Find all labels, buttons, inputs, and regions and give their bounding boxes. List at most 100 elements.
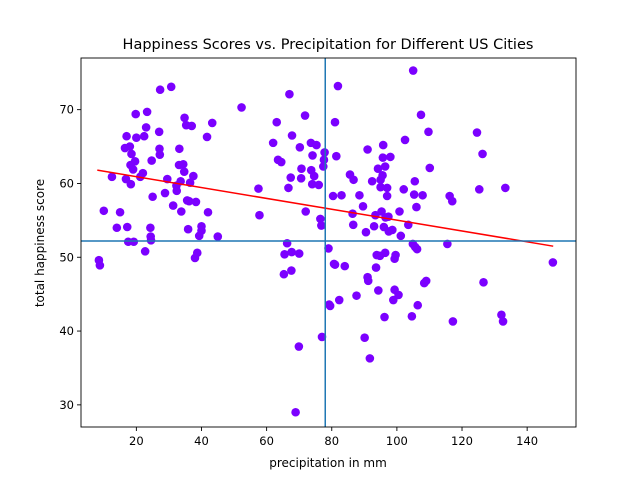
data-point xyxy=(472,128,482,137)
data-point xyxy=(316,214,325,224)
data-point xyxy=(367,176,377,186)
data-point xyxy=(287,266,296,275)
data-point xyxy=(330,117,340,127)
data-point xyxy=(388,225,397,235)
data-point xyxy=(376,182,385,192)
data-point xyxy=(287,131,297,140)
data-point xyxy=(213,232,223,241)
data-point xyxy=(309,171,319,181)
data-point xyxy=(399,185,409,194)
data-point xyxy=(284,183,293,193)
data-point xyxy=(285,89,294,99)
x-tick-label: 20 xyxy=(129,434,144,448)
data-point xyxy=(192,248,202,258)
data-point xyxy=(300,111,310,120)
data-point xyxy=(378,153,388,162)
data-point xyxy=(294,249,304,258)
data-point xyxy=(139,131,149,141)
data-point xyxy=(295,143,305,152)
data-point xyxy=(386,152,395,162)
data-point xyxy=(148,192,157,202)
data-point xyxy=(349,175,358,185)
data-point xyxy=(125,142,135,151)
data-point xyxy=(128,165,138,174)
x-tick-label: 80 xyxy=(324,434,339,448)
data-point xyxy=(337,190,346,200)
data-point xyxy=(187,121,197,131)
y-tick-label: 60 xyxy=(59,176,74,190)
data-point xyxy=(448,317,458,326)
data-point xyxy=(333,81,343,91)
data-point xyxy=(413,300,423,310)
data-point xyxy=(355,190,364,200)
y-tick-label: 40 xyxy=(59,324,74,338)
data-point xyxy=(286,173,296,182)
data-point xyxy=(138,168,148,178)
data-point xyxy=(400,135,410,145)
data-point xyxy=(280,250,289,259)
data-point xyxy=(334,295,344,305)
data-point xyxy=(178,159,188,169)
data-point xyxy=(325,301,335,311)
data-point xyxy=(122,222,132,232)
data-point xyxy=(407,312,417,321)
data-point xyxy=(147,156,156,165)
data-point xyxy=(447,196,457,206)
data-point xyxy=(141,123,151,132)
data-point xyxy=(142,107,152,117)
data-point xyxy=(378,140,388,150)
data-point xyxy=(107,172,117,182)
data-point xyxy=(498,317,508,326)
data-point xyxy=(180,113,189,123)
x-tick-label: 120 xyxy=(451,434,473,448)
data-point xyxy=(112,223,122,233)
x-tick-label: 140 xyxy=(516,434,538,448)
data-point xyxy=(369,221,379,231)
data-point xyxy=(255,210,264,220)
data-point xyxy=(184,196,194,206)
plot-area: 20 40 60 80 100 120 140 30 40 50 60 70 xyxy=(59,57,577,448)
data-point xyxy=(380,312,389,322)
data-point xyxy=(203,207,213,217)
data-point xyxy=(410,176,420,186)
y-axis-label: total happiness score xyxy=(33,179,47,307)
data-point xyxy=(146,223,155,233)
data-point xyxy=(287,247,297,257)
data-point xyxy=(358,202,368,211)
x-tick-label: 60 xyxy=(259,434,274,448)
data-point xyxy=(268,138,278,148)
data-point xyxy=(330,260,340,269)
data-point xyxy=(202,132,212,142)
data-point xyxy=(130,157,140,166)
x-axis-label: precipitation in mm xyxy=(269,456,387,470)
data-point xyxy=(272,117,282,127)
data-point xyxy=(179,167,189,176)
data-point xyxy=(197,226,206,235)
y-tick-label: 70 xyxy=(59,103,74,117)
data-point xyxy=(409,190,419,199)
data-point xyxy=(497,310,506,320)
data-point xyxy=(380,162,390,171)
data-point xyxy=(279,269,289,279)
data-point xyxy=(127,149,136,159)
data-point xyxy=(168,201,178,210)
data-point xyxy=(308,151,317,160)
data-point xyxy=(99,206,109,216)
data-point xyxy=(131,109,141,119)
data-point xyxy=(317,332,327,342)
data-point xyxy=(363,145,372,154)
data-point xyxy=(501,183,510,193)
data-point xyxy=(140,247,150,256)
data-point xyxy=(418,190,427,200)
data-point xyxy=(282,238,292,248)
data-point xyxy=(478,149,487,159)
data-point xyxy=(294,342,304,351)
data-point xyxy=(479,278,488,287)
data-point xyxy=(421,276,431,286)
data-point xyxy=(132,133,141,142)
data-point xyxy=(474,185,484,194)
data-point xyxy=(408,66,418,75)
data-point xyxy=(374,286,383,295)
